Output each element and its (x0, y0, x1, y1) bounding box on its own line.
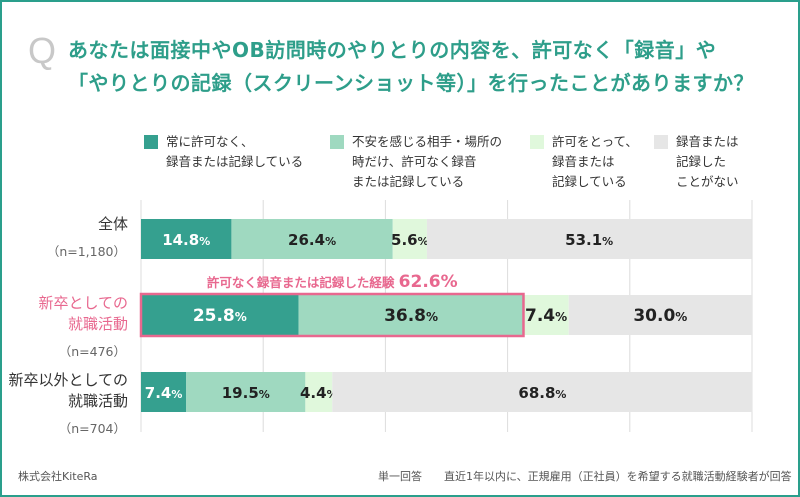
legend-item: 常に許可なく、 録音または記録している (144, 132, 303, 172)
legend-item: 不安を感じる相手・場所の 時だけ、許可なく録音 または記録している (330, 132, 502, 192)
data-label: 4.4% (300, 384, 338, 402)
legend-item: 録音または 記録した ことがない (654, 132, 739, 192)
bar-segment (298, 295, 524, 335)
bar-segment (186, 372, 306, 412)
data-label: 68.8% (518, 384, 566, 402)
data-label: 14.8% (162, 231, 210, 249)
row-sample-size: （n=1,180） (46, 244, 126, 259)
title-line-2: 「やりとりの記録（スクリーンショット等）」を行ったことがありますか？ (68, 71, 754, 95)
bar-segment (231, 219, 393, 259)
title-line-1: あなたは面接中やOB訪問時のやりとりの内容を、許可なく「録音」や (68, 38, 717, 62)
data-label: 7.4% (525, 306, 567, 326)
bar-segment (141, 219, 232, 259)
legend-label: 録音または 記録した ことがない (676, 134, 739, 189)
legend-label: 許可をとって、 録音または 記録している (552, 134, 638, 189)
row-label: 新卒としての 就職活動 (38, 294, 128, 333)
legend-swatch (654, 135, 668, 149)
row-sample-size: （n=704） (58, 421, 126, 436)
data-label: 30.0% (633, 306, 687, 326)
row-label: 新卒以外としての 就職活動 (8, 371, 128, 410)
bar-segment (568, 295, 752, 335)
annotation-label: 許可なく録音または記録した経験 62.6% (207, 272, 458, 292)
data-label: 25.8% (193, 306, 247, 326)
chart-title: あなたは面接中やOB訪問時のやりとりの内容を、許可なく「録音」や 「やりとりの記… (68, 34, 754, 100)
bar-segment (392, 219, 427, 259)
legend-label: 常に許可なく、 録音または記録している (166, 134, 304, 169)
legend-swatch (330, 135, 344, 149)
bar-segment (141, 295, 299, 335)
legend-label: 不安を感じる相手・場所の 時だけ、許可なく録音 または記録している (352, 134, 503, 189)
bar-segment (305, 372, 333, 412)
legend-item: 許可をとって、 録音または 記録している (530, 132, 638, 192)
data-label: 53.1% (565, 231, 613, 249)
data-label: 26.4% (288, 231, 336, 249)
question-mark: Q (28, 30, 57, 71)
bar-segment (332, 372, 753, 412)
row-sample-size: （n=476） (58, 344, 126, 359)
footer-note: 単一回答 直近1年以内に、正規雇用（正社員）を希望する就職活動経験者が回答 (378, 470, 792, 483)
data-label: 36.8% (384, 306, 438, 326)
bar-segment (141, 372, 187, 412)
data-label: 19.5% (222, 384, 270, 402)
highlight-box (139, 292, 525, 338)
bar-segment (426, 219, 752, 259)
bar-segment (523, 295, 569, 335)
footer-company: 株式会社KiteRa (18, 470, 98, 483)
legend-swatch (530, 135, 544, 149)
row-label: 全体 (97, 215, 128, 233)
data-label: 5.6% (391, 231, 429, 249)
legend-swatch (144, 135, 158, 149)
data-label: 7.4% (145, 384, 183, 402)
